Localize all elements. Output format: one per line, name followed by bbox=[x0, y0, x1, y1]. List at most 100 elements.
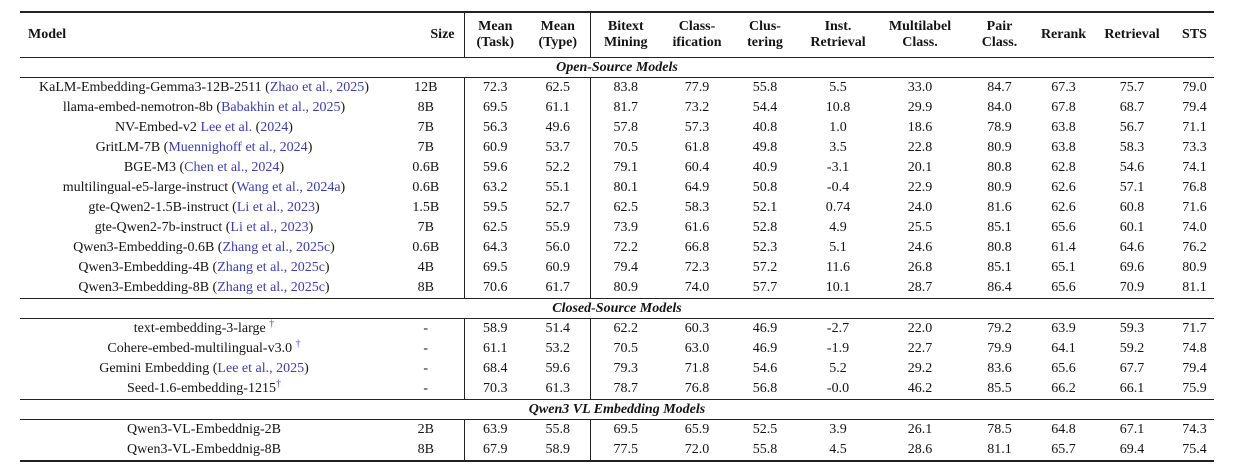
metric-cell-classification: 72.0 bbox=[684, 442, 710, 457]
citation-link[interactable]: 2024 bbox=[260, 120, 289, 135]
citation-link[interactable]: Lee et al. bbox=[200, 120, 253, 135]
section-title: Qwen3 VL Embedding Models bbox=[20, 399, 1214, 420]
metric-cell-inst_retrieval: 5.1 bbox=[829, 240, 847, 255]
metric-cell-retrieval: 57.1 bbox=[1119, 180, 1145, 195]
metric-cell-classification: 72.3 bbox=[684, 260, 710, 275]
column-header-pair_class: Pair Class. bbox=[961, 12, 1038, 58]
citation-link[interactable]: Zhang et al., 2025c bbox=[217, 260, 325, 275]
metric-cell-bitext: 80.1 bbox=[613, 180, 639, 195]
metric-cell-pair_class: 79.2 bbox=[987, 321, 1012, 336]
model-name-text: ( bbox=[252, 120, 261, 135]
column-header-line: Rerank bbox=[1040, 27, 1087, 42]
metric-cell-mean_type: 56.0 bbox=[526, 238, 591, 258]
column-header-line: ification bbox=[672, 35, 722, 50]
model-cell: Qwen3-Embedding-0.6B (Zhang et al., 2025… bbox=[20, 238, 388, 258]
table-row: NV-Embed-v2 Lee et al. (2024) 7B 56.3 49.6 5… bbox=[20, 118, 1214, 138]
column-header-sts: STS bbox=[1175, 12, 1214, 58]
metric-cell-mean_task: 60.9 bbox=[483, 140, 508, 155]
model-cell: KaLM-Embedding-Gemma3-12B-2511 (Zhao et … bbox=[20, 78, 388, 99]
citation-link[interactable]: Zhang et al., 2025c bbox=[217, 280, 325, 295]
metric-cell-clustering: 49.8 bbox=[752, 140, 778, 155]
model-name-text: Qwen3-Embedding-4B ( bbox=[78, 260, 218, 275]
citation-link[interactable]: Babakhin et al., 2025 bbox=[221, 100, 341, 115]
model-name-text: Qwen3-Embedding-8B ( bbox=[78, 280, 218, 295]
metric-cell-rerank: 65.1 bbox=[1051, 260, 1076, 275]
metric-cell-multilabel: 22.8 bbox=[907, 140, 933, 155]
model-cell: Gemini Embedding (Lee et al., 2025) bbox=[20, 359, 388, 379]
model-name-text: ) bbox=[364, 80, 369, 95]
metric-cell-pair_class: 80.8 bbox=[987, 160, 1012, 175]
citation-link[interactable]: Zhang et al., 2025c bbox=[222, 240, 331, 255]
metric-cell-mean_type: 61.1 bbox=[526, 98, 591, 118]
model-name-text: ) bbox=[279, 160, 285, 175]
metric-cell-multilabel: 18.6 bbox=[907, 120, 933, 135]
metric-cell-inst_retrieval: 0.74 bbox=[825, 200, 851, 215]
metric-cell-mean_task: 70.6 bbox=[483, 280, 508, 295]
metric-cell-clustering: 46.9 bbox=[752, 321, 778, 336]
model-cell: gte-Qwen2-1.5B-instruct (Li et al., 2023… bbox=[20, 198, 388, 218]
table-row: Seed-1.6-embedding-1215† -70.3 61.3 78.7 76.… bbox=[20, 379, 1214, 400]
metric-cell-pair_class: 79.9 bbox=[987, 341, 1012, 356]
metric-cell-inst_retrieval: -3.1 bbox=[826, 160, 850, 175]
metric-cell-mean_task: 70.3 bbox=[483, 381, 508, 396]
metric-cell-clustering: 46.9 bbox=[752, 341, 778, 356]
column-header-line: Size bbox=[430, 27, 455, 42]
metric-cell-inst_retrieval: 3.5 bbox=[829, 140, 847, 155]
metric-cell-pair_class: 80.9 bbox=[987, 180, 1012, 195]
dagger-mark: † bbox=[269, 318, 275, 330]
metric-cell-bitext: 83.8 bbox=[613, 80, 639, 95]
column-header-line: Mean bbox=[478, 19, 513, 34]
model-name-text: text-embedding-3-large bbox=[133, 321, 270, 336]
size-cell: - bbox=[388, 359, 465, 379]
model-cell: Qwen3-VL-Embeddnig-8B bbox=[20, 440, 388, 461]
metric-cell-pair_class: 85.1 bbox=[987, 260, 1012, 275]
metric-cell-sts: 75.9 bbox=[1182, 381, 1207, 396]
metric-cell-mean_task: 62.5 bbox=[483, 220, 508, 235]
metric-cell-inst_retrieval: 4.9 bbox=[829, 220, 847, 235]
model-name-text: llama-embed-nemotron-8b ( bbox=[62, 100, 222, 115]
metric-cell-multilabel: 33.0 bbox=[907, 80, 933, 95]
metric-cell-rerank: 63.8 bbox=[1051, 140, 1076, 155]
metric-cell-mean_type: 62.5 bbox=[526, 77, 591, 98]
metric-cell-inst_retrieval: 4.5 bbox=[829, 442, 847, 457]
metric-cell-sts: 71.7 bbox=[1182, 321, 1207, 336]
metric-cell-bitext: 79.3 bbox=[613, 361, 639, 376]
model-name-text: Cohere-embed-multilingual-v3.0 bbox=[107, 341, 296, 356]
metric-cell-inst_retrieval: 3.9 bbox=[829, 422, 847, 437]
metric-cell-clustering: 57.7 bbox=[752, 280, 778, 295]
metric-cell-rerank: 66.2 bbox=[1051, 381, 1076, 396]
metric-cell-classification: 60.4 bbox=[684, 160, 710, 175]
metric-cell-bitext: 70.5 bbox=[613, 341, 639, 356]
metric-cell-rerank: 67.3 bbox=[1051, 80, 1076, 95]
metric-cell-retrieval: 64.6 bbox=[1119, 240, 1145, 255]
header-row: Model Size Mean (Task) Mean (Type) Bitext Minin… bbox=[20, 12, 1214, 58]
citation-link[interactable]: Lee et al., 2025 bbox=[217, 361, 305, 376]
citation-link[interactable]: Li et al., 2023 bbox=[230, 220, 309, 235]
metric-cell-retrieval: 75.7 bbox=[1119, 80, 1145, 95]
metric-cell-inst_retrieval: 1.0 bbox=[829, 120, 847, 135]
citation-link[interactable]: Wang et al., 2024a bbox=[236, 180, 341, 195]
metric-cell-retrieval: 60.8 bbox=[1119, 200, 1145, 215]
model-name-text: ) bbox=[324, 280, 330, 295]
metric-cell-retrieval: 68.7 bbox=[1119, 100, 1145, 115]
citation-link[interactable]: Muennighoff et al., 2024 bbox=[168, 140, 308, 155]
table-row: KaLM-Embedding-Gemma3-12B-2511 (Zhao et … bbox=[20, 77, 1214, 99]
metric-cell-multilabel: 46.2 bbox=[907, 381, 933, 396]
section-title-row: Closed-Source Models bbox=[20, 298, 1214, 319]
metric-cell-mean_type: 52.2 bbox=[526, 158, 591, 178]
table-row: Qwen3-Embedding-0.6B (Zhang et al., 2025… bbox=[20, 238, 1214, 258]
model-cell: BGE-M3 (Chen et al., 2024) bbox=[20, 158, 388, 178]
citation-link[interactable]: Li et al., 2023 bbox=[236, 200, 315, 215]
metric-cell-classification: 66.8 bbox=[684, 240, 710, 255]
metric-cell-rerank: 63.9 bbox=[1051, 321, 1076, 336]
metric-cell-multilabel: 22.0 bbox=[907, 321, 933, 336]
model-name-text: ) bbox=[288, 120, 293, 135]
column-header-line: Multilabel bbox=[888, 19, 952, 34]
metric-cell-clustering: 52.5 bbox=[752, 422, 778, 437]
metric-cell-multilabel: 29.9 bbox=[907, 100, 933, 115]
size-cell: - bbox=[388, 339, 465, 359]
column-header-line: Clus- bbox=[749, 19, 781, 34]
citation-link[interactable]: Zhao et al., 2025 bbox=[269, 80, 365, 95]
metric-cell-sts: 73.3 bbox=[1182, 140, 1207, 155]
citation-link[interactable]: Chen et al., 2024 bbox=[184, 160, 280, 175]
